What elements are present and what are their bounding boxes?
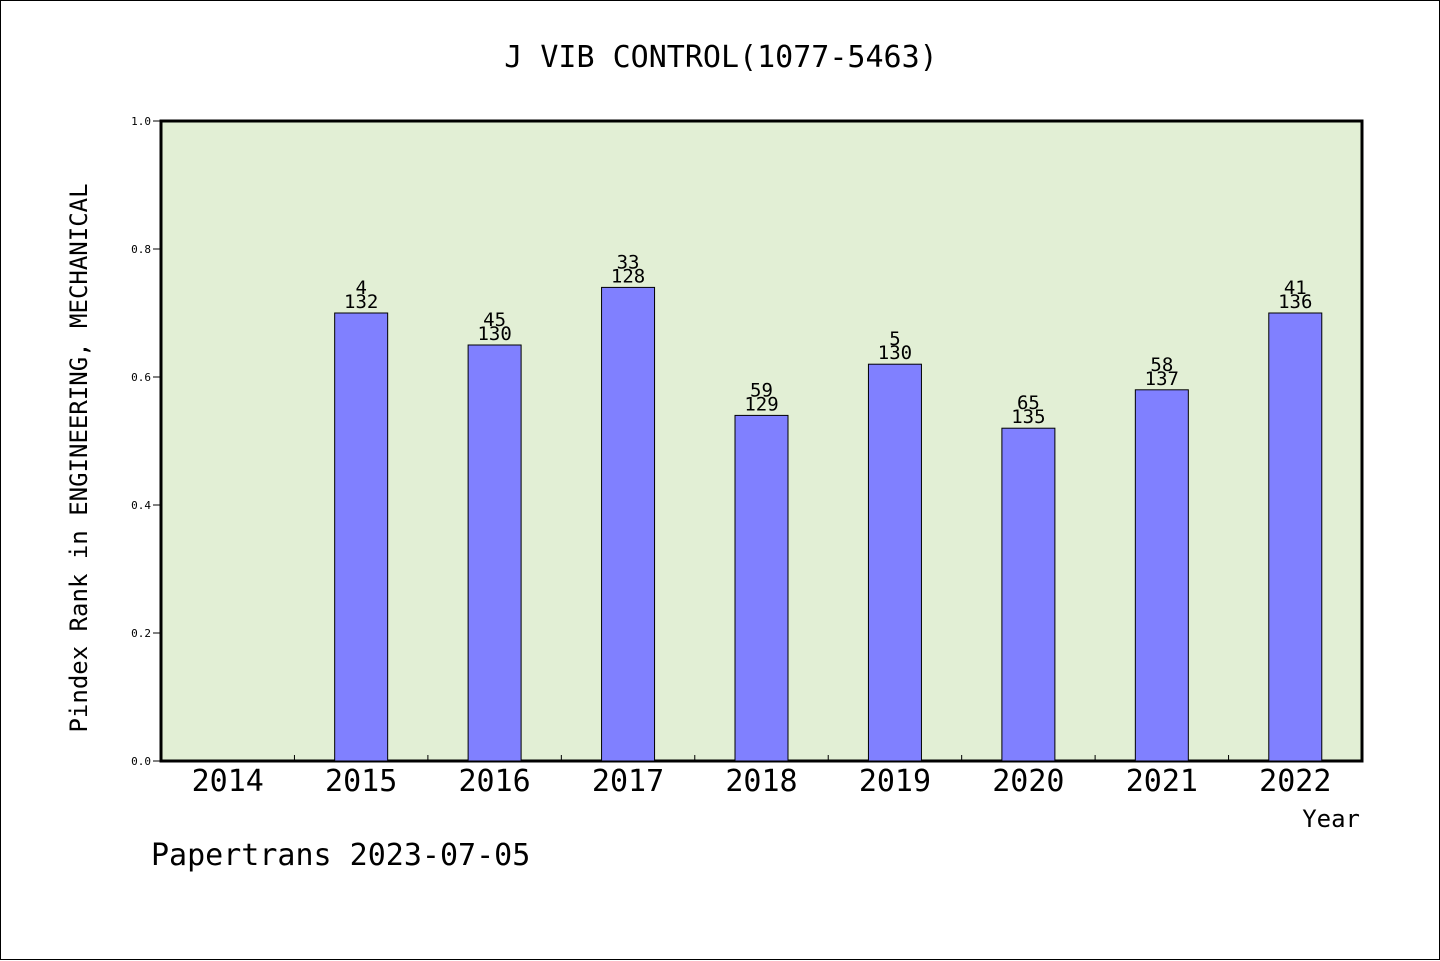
bar-rank-label: 4 xyxy=(355,277,366,299)
chart-title: J VIB CONTROL(1077-5463) xyxy=(504,40,937,75)
x-tick-label: 2020 xyxy=(992,764,1064,799)
x-axis-label: Year xyxy=(1302,805,1360,833)
footer-credit: Papertrans 2023-07-05 xyxy=(151,838,530,873)
bar-rank-label: 41 xyxy=(1284,277,1307,299)
bar-total-label: 132 xyxy=(344,291,378,313)
bar-2022 xyxy=(1268,312,1323,762)
bar-rank-label: 45 xyxy=(483,309,506,331)
y-tick-label: 1.0 xyxy=(131,115,151,128)
x-tick-label: 2017 xyxy=(592,764,664,799)
bar-2017 xyxy=(601,286,656,762)
x-tick-label: 2018 xyxy=(725,764,797,799)
x-tick-label: 2019 xyxy=(859,764,931,799)
y-tick-label: 0.6 xyxy=(131,371,151,384)
bar-2020 xyxy=(1001,427,1056,762)
x-tick-label: 2021 xyxy=(1126,764,1198,799)
bar-2019 xyxy=(867,363,922,762)
bar-rank-label: 65 xyxy=(1017,392,1040,414)
bar-total-label: 129 xyxy=(744,393,778,415)
bar-2018 xyxy=(734,414,789,762)
bar-total-label: 136 xyxy=(1278,291,1312,313)
bar-rank-label: 58 xyxy=(1150,354,1173,376)
y-tick-label: 0.4 xyxy=(131,499,151,512)
bar-rank-label: 5 xyxy=(889,328,900,350)
bar-series xyxy=(334,286,1323,762)
bar-2015 xyxy=(334,312,389,762)
x-tick-label: 2015 xyxy=(325,764,397,799)
bar-2021 xyxy=(1134,389,1189,762)
y-tick-label: 0.8 xyxy=(131,243,151,256)
bar-total-label: 135 xyxy=(1011,406,1045,428)
x-tick-label: 2016 xyxy=(458,764,530,799)
y-tick-label: 0.2 xyxy=(131,627,151,640)
bar-rank-label: 59 xyxy=(750,379,773,401)
bar-total-label: 128 xyxy=(611,265,645,287)
x-tick-label: 2014 xyxy=(192,764,264,799)
bar-total-label: 130 xyxy=(477,323,511,345)
bar-2016 xyxy=(467,344,522,762)
x-tick-label: 2022 xyxy=(1259,764,1331,799)
x-axis: 2014 2015 2016 2017 2018 2019 2020 2021 2022 xyxy=(192,755,1331,799)
y-axis: 0.0 0.2 0.4 0.6 0.8 1.0 xyxy=(131,115,161,768)
y-axis-label: Pindex Rank in ENGINEERING, MECHANICAL xyxy=(65,183,93,732)
bar-total-label: 137 xyxy=(1145,368,1179,390)
bar-rank-label: 33 xyxy=(617,251,640,273)
y-tick-label: 0.0 xyxy=(131,755,151,768)
bar-total-label: 130 xyxy=(878,342,912,364)
